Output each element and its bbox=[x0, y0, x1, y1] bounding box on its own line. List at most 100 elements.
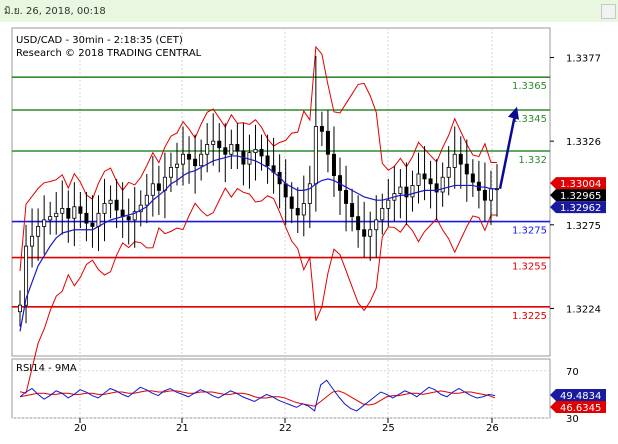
candle-body bbox=[199, 153, 204, 167]
candle-body bbox=[362, 229, 367, 237]
candle-body bbox=[289, 196, 294, 209]
candle-body bbox=[446, 166, 451, 178]
candle-body bbox=[60, 207, 65, 214]
price-badge bbox=[550, 201, 606, 214]
candle-body bbox=[404, 186, 409, 198]
candle-body bbox=[223, 147, 228, 155]
rsi-badge bbox=[550, 389, 606, 402]
x-tick-label: 25 bbox=[382, 423, 395, 434]
date-stamp: มิ.ย. 26, 2018, 00:18 bbox=[4, 6, 106, 17]
candle-body bbox=[66, 207, 71, 219]
chart-subtitle: Research © 2018 TRADING CENTRAL bbox=[16, 48, 202, 59]
candle-body bbox=[90, 222, 95, 227]
candle-body bbox=[36, 226, 41, 237]
candle-body bbox=[253, 148, 258, 154]
candle-body bbox=[301, 203, 306, 216]
candle-body bbox=[416, 173, 421, 186]
candle-body bbox=[265, 155, 270, 167]
candle-body bbox=[313, 126, 318, 185]
candle-body bbox=[72, 206, 77, 219]
candle-body bbox=[174, 163, 179, 168]
candle-body bbox=[84, 212, 89, 224]
candle-body bbox=[295, 207, 300, 216]
candle-body bbox=[350, 203, 355, 217]
candle-body bbox=[108, 199, 113, 204]
candle-body bbox=[114, 199, 119, 211]
candle-body bbox=[217, 140, 222, 149]
rsi-line bbox=[19, 379, 496, 412]
main-panel-frame bbox=[11, 27, 551, 357]
candle-body bbox=[434, 183, 439, 193]
price-badge-label: 1.32962 bbox=[560, 203, 601, 214]
candle-body bbox=[380, 207, 385, 221]
price-tick-label: 1.3326 bbox=[566, 137, 601, 148]
candle-body bbox=[187, 153, 192, 160]
candle-body bbox=[235, 144, 240, 152]
close-button[interactable] bbox=[601, 4, 616, 19]
candle-body bbox=[132, 211, 137, 221]
candle-body bbox=[331, 153, 336, 176]
candle-body bbox=[374, 219, 379, 231]
rsi-ma-line bbox=[19, 390, 496, 407]
candle-body bbox=[193, 158, 198, 167]
rsi-tick-label: 70 bbox=[566, 367, 579, 378]
x-tick-label: 20 bbox=[74, 423, 87, 434]
rsi-tick-label: 30 bbox=[566, 414, 579, 425]
candle-body bbox=[325, 130, 330, 155]
top-bar: มิ.ย. 26, 2018, 00:18 bbox=[0, 0, 618, 22]
level-label: 1.3365 bbox=[512, 81, 547, 92]
x-tick-label: 22 bbox=[279, 423, 292, 434]
candle-body bbox=[78, 206, 83, 214]
bollinger-upper bbox=[19, 45, 497, 272]
level-lines: 1.3365 1.3345 1.332 1.3275 1.3255 1.3225 bbox=[12, 76, 550, 322]
candle-body bbox=[368, 229, 373, 237]
candle-body bbox=[422, 173, 427, 180]
candle-body bbox=[48, 216, 53, 221]
candle-body bbox=[464, 163, 469, 175]
rsi-badge-label: 46.6345 bbox=[560, 403, 601, 414]
candle-body bbox=[482, 189, 487, 201]
candle-body bbox=[452, 153, 457, 168]
candle-body bbox=[307, 183, 312, 204]
candle-body bbox=[398, 186, 403, 195]
candle-body bbox=[386, 199, 391, 209]
candle-body bbox=[42, 219, 47, 227]
bollinger-lower bbox=[19, 187, 497, 394]
candle-body bbox=[470, 173, 475, 183]
candle-body bbox=[156, 183, 161, 191]
price-badge-label: 1.32965 bbox=[560, 191, 601, 202]
level-label: 1.3275 bbox=[512, 226, 547, 237]
candle-body bbox=[168, 166, 173, 178]
level-label: 1.3345 bbox=[512, 114, 547, 125]
candle-body bbox=[488, 188, 493, 201]
candle-body bbox=[211, 140, 216, 145]
candle-body bbox=[319, 126, 324, 132]
rsi-panel-frame bbox=[11, 358, 551, 419]
x-axis-ticks: 20 21 22 25 26 bbox=[74, 418, 499, 434]
rsi-label: RSI14 - 9MA bbox=[16, 363, 77, 374]
candle-body bbox=[205, 144, 210, 155]
price-tick-label: 1.3224 bbox=[566, 304, 601, 315]
candle-body bbox=[181, 153, 186, 165]
candle-body bbox=[440, 176, 445, 193]
candle-body bbox=[17, 304, 22, 313]
candle-body bbox=[144, 194, 149, 206]
level-label: 1.3225 bbox=[512, 311, 547, 322]
candle-body bbox=[259, 148, 264, 157]
candle-body bbox=[283, 183, 288, 198]
forecast-shaft bbox=[498, 114, 517, 189]
candle-body bbox=[54, 212, 59, 218]
level-label: 1.332 bbox=[518, 155, 547, 166]
candle-body bbox=[24, 245, 29, 306]
candle-body bbox=[229, 144, 234, 155]
candle-body bbox=[138, 204, 143, 213]
x-tick-label: 26 bbox=[486, 423, 499, 434]
candle-body bbox=[428, 178, 433, 185]
moving-average bbox=[19, 155, 497, 332]
forecast-head bbox=[508, 106, 519, 120]
candle-body bbox=[344, 189, 349, 204]
candle-body bbox=[410, 185, 415, 198]
candle-body bbox=[458, 153, 463, 165]
